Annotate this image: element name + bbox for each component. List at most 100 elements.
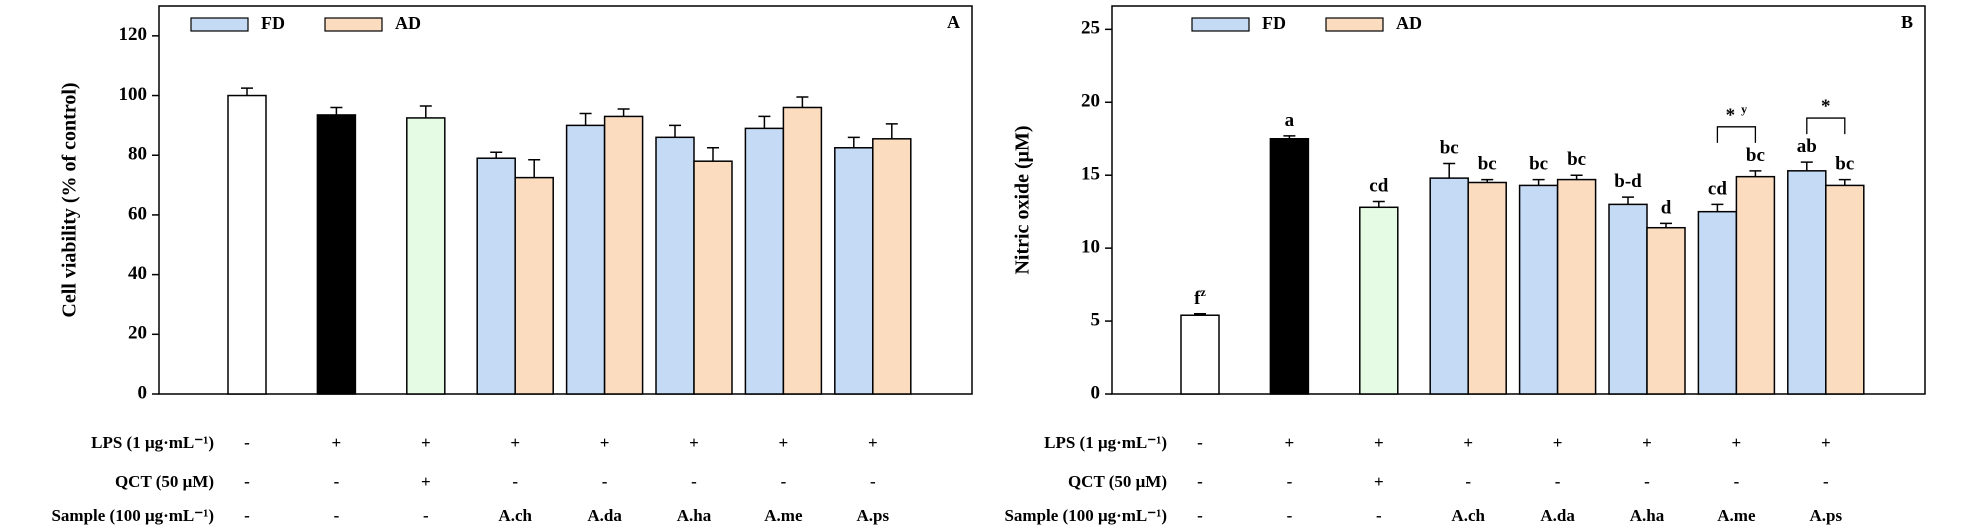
letter-label: bc [1746,145,1765,166]
error-bar [1800,161,1813,171]
bar [834,147,874,395]
table-cell: + [868,433,878,452]
bar [476,157,516,395]
bar [872,138,912,395]
significance-mark: * [1726,105,1736,126]
bar [1646,226,1686,395]
y-tick-label: 20 [1081,91,1100,112]
letter: bc [1529,154,1548,175]
y-tick-label: 5 [1091,309,1101,330]
table-cell: + [779,433,789,452]
letter-label: d [1661,198,1672,219]
table-cell: A.da [587,506,622,525]
y-tick-label: 80 [128,144,147,165]
table-cell: - [1644,472,1650,491]
table-cell: + [510,433,520,452]
error-bar [241,87,253,96]
letter-label: fz [1194,285,1206,310]
table-cell: - [781,472,787,491]
legend-label: FD [261,13,285,33]
bar [1608,203,1648,395]
error-bar [617,108,630,117]
bar [1180,314,1220,395]
error-bar [1838,178,1851,186]
table-cell: A.me [1717,506,1756,525]
bar [1467,181,1507,395]
row-label: QCT (50 μM) [1068,472,1167,491]
letter: ab [1797,136,1817,157]
table-cell: - [334,506,340,525]
error-bar [758,115,771,129]
table-cell: - [870,472,876,491]
table-cell: - [334,472,340,491]
letter-label: a [1285,110,1295,131]
table-cell: + [1553,433,1563,452]
table-cell: - [1555,472,1561,491]
error-bar [1660,222,1672,228]
letter-label: bc [1567,150,1586,171]
letter-label: bc [1529,154,1548,175]
legend-label: FD [1262,13,1286,33]
letter-label: cd [1708,179,1727,200]
plot-frame [1111,5,1926,395]
letter-label: bc [1478,154,1497,175]
row-label: QCT (50 μM) [115,472,214,491]
table-cell: + [421,472,431,491]
letter-label: bc [1835,154,1854,175]
row-label: LPS (1 μg·mL⁻¹) [1044,433,1167,452]
error-bar [707,147,719,162]
bar [406,117,446,395]
y-tick-label: 20 [128,323,147,344]
y-tick-label: 15 [1081,164,1100,185]
letter: f [1194,288,1201,309]
letter: bc [1567,150,1586,171]
table-cell: + [1374,472,1384,491]
y-tick-label: 100 [119,84,148,105]
letter: bc [1440,138,1459,159]
y-tick-label: 60 [128,203,147,224]
bar [1518,184,1559,395]
table-cell: + [332,433,342,452]
table-cell: + [1642,433,1652,452]
table-cell: - [244,433,250,452]
letter-label: ab [1797,136,1817,157]
table-cell: - [1287,506,1293,525]
table-cell: + [689,433,699,452]
table-cell: A.me [764,506,803,525]
legend-swatch [1325,17,1384,32]
plot-frame [158,5,973,395]
significance-mark: * [1821,96,1831,117]
table-cell: A.ch [1451,506,1485,525]
panel-label: A [947,12,960,32]
table-cell: - [1287,472,1293,491]
error-bar [528,158,541,178]
bar [655,136,695,395]
error-bar [847,136,860,148]
y-tick-label: 120 [119,24,148,45]
significance-label: * [1821,96,1831,117]
bar [227,94,267,395]
error-bar [1532,178,1545,186]
letter: d [1661,198,1672,219]
letter: a [1285,110,1295,131]
y-axis-label: Cell viability (% of control) [59,82,81,317]
error-bar [796,96,809,108]
table-cell: A.ch [498,506,532,525]
error-bar [330,106,343,115]
error-bar [1711,203,1724,212]
letter: bc [1746,145,1765,166]
bar [316,114,357,395]
error-bar [1481,178,1494,183]
bar [1735,175,1776,395]
letter: cd [1708,179,1727,200]
table-cell: - [1465,472,1471,491]
error-bar [1443,162,1456,179]
error-bar [419,105,432,118]
letter: bc [1835,154,1854,175]
table-cell: A.ps [1809,506,1842,525]
table-cell: + [1732,433,1742,452]
table-cell: A.ha [1630,506,1665,525]
y-tick-label: 25 [1081,18,1100,39]
bar [514,176,554,395]
legend-swatch [1191,17,1250,32]
